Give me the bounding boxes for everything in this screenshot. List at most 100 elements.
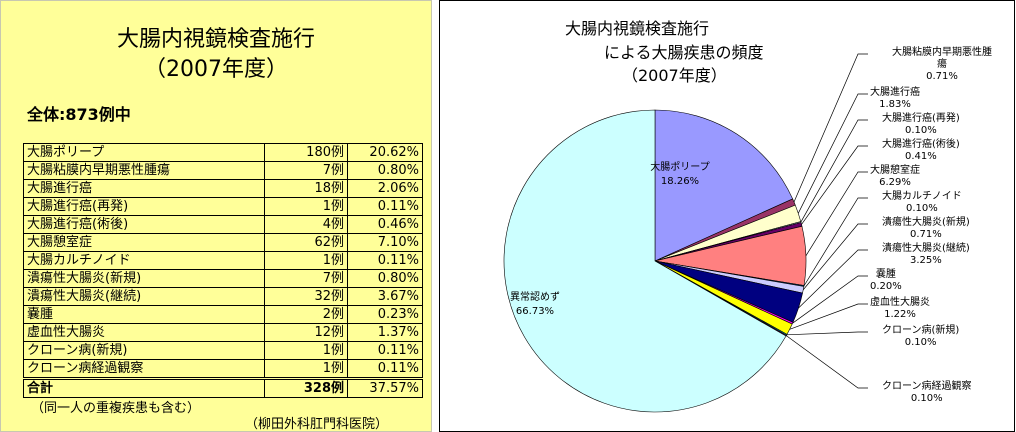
leader-line	[797, 93, 868, 214]
slice-label-name: 虚血性大腸炎	[870, 297, 930, 308]
slice-label-value: 1.22%	[884, 309, 916, 320]
cell-count: 32例	[264, 287, 348, 306]
cell-pct: 7.10%	[347, 233, 423, 252]
slice-label-name: 大腸進行癌(術後)	[882, 139, 960, 150]
leader-line	[800, 119, 868, 223]
chart-panel: 大腸内視鏡検査施行 による大腸疾患の頻度 （2007年度） 大腸粘膜内早期悪性腫…	[439, 0, 1015, 432]
cell-name: クローン病経過観察	[23, 359, 265, 379]
cell-pct: 0.46%	[347, 215, 423, 234]
cell-count: 7例	[264, 269, 348, 288]
panel-subtitle: （2007年度）	[144, 57, 288, 82]
cell-pct: 0.11%	[347, 251, 423, 270]
slice-label-inside: 異常認めず 66.73%	[495, 291, 575, 319]
table-row: 大腸進行癌(再発) 1例 0.11%	[23, 197, 423, 216]
cell-name: 大腸カルチノイド	[23, 251, 265, 270]
table-row: 潰瘍性大腸炎(継続) 32例 3.67%	[23, 287, 423, 306]
cell-count: 2例	[264, 305, 348, 324]
table-row: 大腸進行癌(術後) 4例 0.46%	[23, 215, 423, 234]
slice-label-value: 0.20%	[870, 281, 902, 292]
slice-label: 嚢腫 0.20%	[870, 269, 902, 293]
slice-label-value: 0.71%	[926, 71, 958, 82]
slice-label: 大腸憩室症 6.29%	[870, 165, 920, 189]
slice-label: 大腸粘膜内早期悪性腫瘍 0.71%	[892, 47, 992, 83]
cell-count: 1例	[264, 251, 348, 270]
leader-line	[801, 145, 868, 225]
cell-pct: 0.11%	[347, 197, 423, 216]
pie-slice	[654, 109, 794, 262]
table-row: 虚血性大腸炎 12例 1.37%	[23, 323, 423, 342]
cell-name: 大腸進行癌(再発)	[23, 197, 265, 216]
total-count: 全体:873例中	[27, 105, 131, 124]
slice-label: クローン病(新規) 0.10%	[882, 325, 959, 349]
slice-label: 大腸進行癌 1.83%	[870, 87, 920, 111]
cell-name: 大腸進行癌(術後)	[23, 215, 265, 234]
slice-label: 大腸ポリープ	[650, 162, 710, 173]
slice-text: 66.73%	[515, 306, 555, 317]
slice-label-name: 潰瘍性大腸炎(新規)	[882, 217, 970, 228]
cell-count: 7例	[264, 161, 348, 180]
cell-count: 62例	[264, 233, 348, 252]
cell-pct: 2.06%	[347, 179, 423, 198]
sum-row: 合計 328例 37.57%	[23, 377, 423, 398]
slice-label-name: 大腸進行癌(再発)	[882, 113, 960, 124]
slice-label-value: 0.10%	[905, 203, 938, 214]
cell-pct: 20.62%	[347, 143, 423, 162]
cell-name: 合計	[23, 377, 265, 398]
source-note: （柳田外科肛門科医院）	[245, 417, 389, 432]
panel-title: 大腸内視鏡検査施行	[116, 27, 315, 52]
duplicate-note: （同一人の重複疾患も含む）	[31, 401, 201, 416]
slice-label-name: クローン病経過観察	[882, 381, 972, 392]
cell-pct: 0.11%	[347, 341, 423, 360]
chart-title-line2: による大腸疾患の頻度	[604, 43, 764, 62]
cell-pct: 3.67%	[347, 287, 423, 306]
slice-label-value: 1.83%	[879, 99, 911, 110]
slice-label: 異常認めず	[510, 292, 560, 303]
table-row: クローン病経過観察 1例 0.11%	[23, 359, 423, 379]
cell-count: 180例	[264, 143, 348, 162]
cell-pct: 1.37%	[347, 323, 423, 342]
slice-label-name: 潰瘍性大腸炎(継続)	[882, 243, 970, 254]
leader-line	[786, 331, 868, 336]
slice-label-inside: 大腸ポリープ 18.26%	[640, 161, 720, 189]
table-row: 大腸ポリープ 180例 20.62%	[23, 143, 423, 162]
table-row: 大腸カルチノイド 1例 0.11%	[23, 251, 423, 270]
cell-pct: 37.57%	[347, 377, 423, 398]
cell-name: 大腸粘膜内早期悪性腫瘍	[23, 161, 265, 180]
slice-label: 虚血性大腸炎 1.22%	[870, 297, 930, 321]
cell-pct: 0.80%	[347, 269, 423, 288]
summary-panel: 大腸内視鏡検査施行 （2007年度） 全体:873例中 大腸ポリープ 180例 20…	[0, 0, 432, 432]
cell-count: 1例	[264, 341, 348, 360]
slice-label: クローン病経過観察 0.10%	[882, 381, 972, 405]
table-row: 大腸粘膜内早期悪性腫瘍 7例 0.80%	[23, 161, 423, 180]
slice-label-name: 大腸粘膜内早期悪性腫瘍	[892, 47, 992, 70]
slice-label: 大腸進行癌(再発) 0.10%	[882, 113, 960, 137]
cell-name: クローン病(新規)	[23, 341, 265, 360]
cell-pct: 0.11%	[347, 359, 423, 379]
slice-label: 大腸進行癌(術後) 0.41%	[882, 139, 960, 163]
leader-line	[789, 303, 868, 330]
cell-name: 嚢腫	[23, 305, 265, 324]
chart-title-line3: （2007年度）	[622, 66, 727, 85]
cell-pct: 0.23%	[347, 305, 423, 324]
leader-line	[798, 249, 868, 309]
leader-line	[786, 335, 868, 389]
cell-count: 18例	[264, 179, 348, 198]
slice-label-name: 大腸進行癌	[870, 87, 920, 98]
slice-label-name: 大腸憩室症	[870, 165, 920, 176]
slice-label-value: 0.41%	[905, 151, 937, 162]
slice-label: 潰瘍性大腸炎(継続) 3.25%	[882, 243, 970, 267]
leader-line	[792, 275, 868, 324]
table-row: 嚢腫 2例 0.23%	[23, 305, 423, 324]
slice-label-value: 3.25%	[910, 255, 942, 266]
table-row: クローン病(新規) 1例 0.11%	[23, 341, 423, 360]
slice-label-name: クローン病(新規)	[882, 325, 960, 336]
leader-line	[802, 223, 868, 291]
table-row: 潰瘍性大腸炎(新規) 7例 0.80%	[23, 269, 423, 288]
cell-name: 大腸憩室症	[23, 233, 265, 252]
table-row: 大腸憩室症 62例 7.10%	[23, 233, 423, 252]
cell-name: 潰瘍性大腸炎(新規)	[23, 269, 265, 288]
slice-label-name: 嚢腫	[875, 269, 896, 280]
slice-label-value: 6.29%	[879, 177, 911, 188]
slice-label-value: 0.10%	[910, 393, 943, 404]
cell-name: 潰瘍性大腸炎(継続)	[23, 287, 265, 306]
